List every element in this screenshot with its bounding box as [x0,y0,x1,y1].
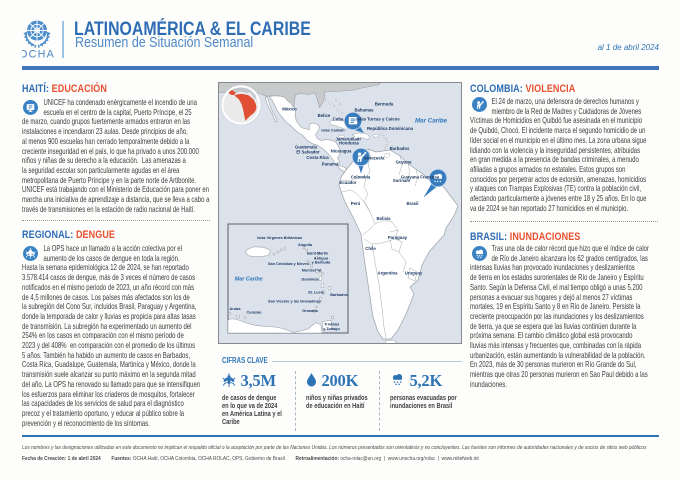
svg-text:Ecuador: Ecuador [339,180,357,185]
svg-text:Honduras: Honduras [339,141,360,146]
svg-text:México: México [282,107,297,112]
svg-text:Guayana Francesa: Guayana Francesa [401,175,440,180]
svg-text:Uruguay: Uruguay [405,271,423,276]
svg-text:Belice: Belice [318,113,331,118]
svg-text:Montserrat: Montserrat [302,268,322,272]
svg-text:Guyana: Guyana [396,160,412,165]
svg-text:OCHA: OCHA [22,49,55,60]
svg-text:Cuba: Cuba [333,117,344,122]
svg-text:y Tobago: y Tobago [323,327,340,331]
svg-text:y Barbuda: y Barbuda [312,261,331,265]
svg-text:Surinam: Surinam [393,178,410,183]
svg-text:Haití: Haití [351,137,361,142]
svg-text:Islas Caimán: Islas Caimán [321,129,345,133]
svg-text:Paraguay: Paraguay [388,235,408,240]
svg-text:Barbados: Barbados [330,293,348,297]
svg-text:Anguila: Anguila [298,243,313,247]
svg-text:Trinidad: Trinidad [324,323,339,327]
svg-text:Dominica: Dominica [301,278,319,282]
svg-text:Bahamas: Bahamas [354,108,374,113]
svg-text:Bolivia: Bolivia [376,216,391,221]
svg-text:Islas Vírgenes Británicas: Islas Vírgenes Británicas [257,236,302,240]
svg-text:Panamá: Panamá [322,162,339,167]
svg-text:Guatemala: Guatemala [295,145,318,150]
svg-text:Islas Turcas y Caicos: Islas Turcas y Caicos [356,117,400,122]
svg-text:Argentina: Argentina [377,271,398,276]
svg-text:Bermuda: Bermuda [375,102,394,107]
svg-text:Mar Caribe: Mar Caribe [235,277,263,283]
svg-text:Granada: Granada [302,309,318,313]
svg-text:St. Lucía: St. Lucía [308,291,325,295]
svg-text:Brasil: Brasil [407,201,419,206]
svg-text:Aruba: Aruba [230,307,242,311]
svg-text:Jamaica: Jamaica [336,137,354,142]
svg-text:Venezuela: Venezuela [364,156,385,161]
svg-text:Saint Martin: Saint Martin [307,252,329,256]
svg-text:El Salvador: El Salvador [296,150,320,155]
svg-text:Colombia: Colombia [351,175,371,180]
svg-text:Mar Caribe: Mar Caribe [415,118,448,125]
svg-text:San Vicente y las Granadinas: San Vicente y las Granadinas [268,300,321,304]
svg-text:República Dominicana: República Dominicana [367,126,414,131]
svg-text:Curazao: Curazao [247,311,263,315]
svg-text:Costa Rica: Costa Rica [306,155,329,160]
svg-text:Chile: Chile [365,246,376,251]
svg-text:Perú: Perú [351,201,361,206]
svg-text:San Cristóbal y Nieves: San Cristóbal y Nieves [268,262,309,266]
svg-text:Barbados: Barbados [390,146,410,151]
svg-text:Nicaragua: Nicaragua [331,149,352,154]
svg-text:Antigua: Antigua [314,257,329,261]
